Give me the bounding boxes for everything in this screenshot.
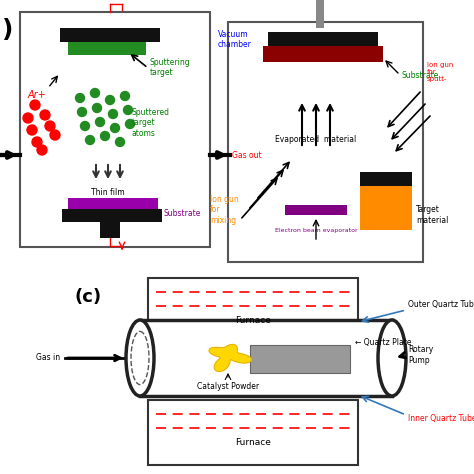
- Bar: [148, 278, 358, 343]
- Bar: [20, 12, 210, 247]
- Circle shape: [32, 137, 42, 147]
- Circle shape: [109, 109, 118, 118]
- Bar: [100, 222, 120, 238]
- Text: Furnace: Furnace: [235, 438, 271, 447]
- Circle shape: [120, 91, 129, 100]
- Text: Substrate: Substrate: [402, 71, 439, 80]
- Text: Gas in: Gas in: [36, 354, 60, 363]
- Text: Gas out: Gas out: [232, 151, 262, 159]
- Bar: [285, 205, 347, 215]
- Text: Electron beam evaporator: Electron beam evaporator: [275, 228, 357, 233]
- Bar: [140, 320, 392, 396]
- Circle shape: [116, 137, 125, 146]
- Circle shape: [91, 89, 100, 98]
- Ellipse shape: [378, 320, 406, 396]
- Bar: [60, 28, 160, 42]
- Circle shape: [100, 131, 109, 140]
- Circle shape: [124, 106, 133, 115]
- Circle shape: [75, 93, 84, 102]
- Text: Catalyst Powder: Catalyst Powder: [197, 382, 259, 391]
- Text: ← Quartz Plate: ← Quartz Plate: [355, 337, 411, 346]
- Circle shape: [23, 113, 33, 123]
- Bar: [268, 32, 378, 46]
- Bar: [250, 345, 350, 373]
- Text: Substrate: Substrate: [164, 209, 201, 218]
- Bar: [228, 22, 423, 262]
- Circle shape: [126, 119, 135, 128]
- Bar: [62, 209, 162, 222]
- Text: ): ): [2, 18, 13, 42]
- Bar: [316, 0, 324, 28]
- Circle shape: [81, 121, 90, 130]
- Polygon shape: [209, 345, 251, 372]
- Text: Sputtered
target
atoms: Sputtered target atoms: [132, 108, 170, 138]
- Circle shape: [106, 95, 115, 104]
- Circle shape: [27, 125, 37, 135]
- Text: Ion gun
for
mixing: Ion gun for mixing: [210, 195, 239, 225]
- Circle shape: [40, 110, 50, 120]
- Bar: [68, 42, 146, 55]
- Text: Evaporated  material: Evaporated material: [275, 136, 356, 145]
- Text: Rotary
Pump: Rotary Pump: [408, 345, 433, 365]
- Text: Vacuum
chamber: Vacuum chamber: [218, 30, 252, 49]
- Bar: [68, 198, 158, 209]
- Text: Furnace: Furnace: [235, 316, 271, 325]
- Bar: [360, 186, 412, 230]
- Circle shape: [78, 108, 86, 117]
- Text: Outer Quartz Tube: Outer Quartz Tube: [408, 301, 474, 310]
- Bar: [263, 46, 383, 62]
- Circle shape: [30, 100, 40, 110]
- Text: Thin film: Thin film: [91, 188, 125, 197]
- Text: Target
material: Target material: [416, 205, 448, 225]
- Text: Inner Quartz Tube: Inner Quartz Tube: [408, 413, 474, 422]
- Circle shape: [110, 124, 119, 133]
- Circle shape: [85, 136, 94, 145]
- Circle shape: [92, 103, 101, 112]
- Circle shape: [95, 118, 104, 127]
- Circle shape: [45, 121, 55, 131]
- Text: (c): (c): [74, 288, 101, 306]
- Ellipse shape: [126, 320, 154, 396]
- Text: Sputtering
target: Sputtering target: [150, 58, 191, 77]
- Circle shape: [50, 130, 60, 140]
- Bar: [148, 400, 358, 465]
- Bar: [360, 172, 412, 186]
- Text: Ar+: Ar+: [28, 90, 47, 100]
- Circle shape: [37, 145, 47, 155]
- Text: Ion gun
for
sputt-: Ion gun for sputt-: [427, 62, 453, 82]
